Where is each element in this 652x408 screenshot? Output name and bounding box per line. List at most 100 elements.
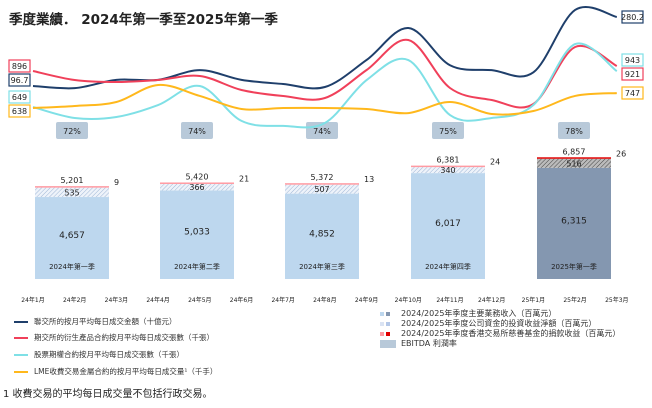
x-tick-label: 24年10月 <box>395 296 422 304</box>
x-tick-label: 24年3月 <box>105 296 128 304</box>
legend-item-hkex-turnover: 聯交所的按月平均每日成交金額（十億元） <box>14 316 177 327</box>
bar-value-label: 4,852 <box>309 229 335 239</box>
series-start-label: 638 <box>12 107 27 116</box>
bar-value-label: 6,017 <box>435 219 461 229</box>
series-start-label-box <box>8 90 31 104</box>
bar-investment-income <box>537 158 611 168</box>
donation-value-label: 9 <box>114 178 119 187</box>
legend-item-revenue: 2024/2025年季度主要業務收入（百萬元） <box>380 308 556 319</box>
series-start-label-box <box>8 59 31 73</box>
series-end-label: 921 <box>625 70 640 79</box>
ebitda-swatch-icon <box>380 339 398 348</box>
x-tick-label: 24年7月 <box>271 296 294 304</box>
legend-swatch <box>14 320 28 323</box>
legend-item-stock-options: 股票期權合約按月平均每日成交張數（千張） <box>14 349 184 360</box>
x-tick-label: 24年9月 <box>355 296 378 304</box>
series-start-label: 896 <box>12 62 27 71</box>
x-tick-label: 24年8月 <box>313 296 336 304</box>
ebitda-margin-box <box>558 122 590 139</box>
investment-value-label: 507 <box>314 185 329 194</box>
x-tick-label: 24年11月 <box>436 296 463 304</box>
bar-investment-income <box>285 184 359 194</box>
quarter-label: 2024年第一季 <box>49 262 95 271</box>
ebitda-margin-label: 75% <box>439 127 457 136</box>
legend-swatch <box>14 336 28 339</box>
line-series-2 <box>32 42 618 129</box>
line-series-0 <box>32 5 618 90</box>
line-series-1 <box>32 38 618 109</box>
donation-value-label: 21 <box>239 174 249 183</box>
legend-item-hkfe-contracts: 期交所的衍生產品合約按月平均每日成交張數（千張） <box>14 332 214 343</box>
quarter-label: 2024年第三季 <box>299 262 345 271</box>
bar-donation-income <box>35 186 109 188</box>
ebitda-margin-label: 72% <box>63 127 81 136</box>
series-end-label-box <box>621 86 644 100</box>
quarter-label: 2024年第四季 <box>425 262 471 271</box>
series-end-label-box <box>621 67 644 81</box>
legend-label: 聯交所的按月平均每日成交金額（十億元） <box>34 317 177 326</box>
donation-value-label: 26 <box>616 149 626 158</box>
ebitda-margin-label: 74% <box>188 127 206 136</box>
ebitda-margin-label: 78% <box>565 127 583 136</box>
bar-main-revenue <box>160 190 234 279</box>
x-tick-label: 25年3月 <box>605 296 628 304</box>
investment-swatch-icon <box>380 321 398 326</box>
series-start-label: 649 <box>12 93 27 102</box>
bar-main-revenue <box>285 193 359 279</box>
series-end-label-box <box>621 53 644 67</box>
chart-title: 季度業績． 2024年第一季至2025年第一季 <box>9 12 278 28</box>
investment-value-label: 516 <box>566 159 581 168</box>
x-tick-label: 24年6月 <box>230 296 253 304</box>
legend-swatch <box>14 353 28 356</box>
bar-total-label: 6,381 <box>437 156 460 165</box>
donation-value-label: 13 <box>364 175 374 184</box>
bar-main-revenue <box>35 197 109 279</box>
bar-total-label: 5,201 <box>61 176 84 185</box>
ebitda-margin-box <box>181 122 213 139</box>
legend-label: 期交所的衍生產品合約按月平均每日成交張數（千張） <box>34 333 214 342</box>
legend-label: 2024/2025年季度主要業務收入（百萬元） <box>401 309 557 318</box>
x-tick-label: 24年2月 <box>63 296 86 304</box>
quarter-label: 2024年第二季 <box>174 262 220 271</box>
ebitda-margin-label: 74% <box>313 127 331 136</box>
footnote: 1 收費交易的平均每日成交量不包括行政交易。 <box>3 389 213 400</box>
legend-label: LME收費交易金屬合約的按月平均每日成交量¹（千手） <box>34 367 218 376</box>
legend-item-lme-volume: LME收費交易金屬合約的按月平均每日成交量¹（千手） <box>14 366 217 377</box>
x-tick-label: 24年12月 <box>478 296 505 304</box>
x-tick-label: 24年1月 <box>21 296 44 304</box>
series-end-label-box <box>621 10 644 24</box>
legend-label: EBITDA 利潤率 <box>401 339 457 348</box>
donation-value-label: 24 <box>490 158 500 167</box>
chart-area: 4,657 535 9 5,201 2024年第一季 72% 5,033 366 21 5,420… <box>8 5 644 304</box>
quarter-label: 2025年第一季 <box>551 262 597 271</box>
bar-donation-income <box>285 183 359 185</box>
x-tick-label: 24年4月 <box>146 296 169 304</box>
bar-investment-income <box>160 183 234 191</box>
series-start-label-box <box>8 104 31 118</box>
x-tick-label: 25年2月 <box>563 296 586 304</box>
bar-value-label: 6,315 <box>561 216 587 226</box>
bar-donation-income <box>411 165 485 168</box>
investment-value-label: 366 <box>189 183 204 192</box>
x-tick-label: 25年1月 <box>522 296 545 304</box>
line-series-3 <box>32 83 617 116</box>
x-tick-label: 24年5月 <box>188 296 211 304</box>
bar-value-label: 4,657 <box>59 231 85 241</box>
legend-label: 2024/2025年季度公司資金的投資收益淨額（百萬元） <box>401 319 597 328</box>
series-start-label-box <box>8 73 31 87</box>
series-end-label: 280.2 <box>621 13 644 22</box>
series-end-label: 943 <box>625 56 640 65</box>
ebitda-margin-box <box>56 122 88 139</box>
bar-donation-income <box>537 157 611 159</box>
series-start-label: 96.7 <box>11 76 29 85</box>
legend-item-donation: 2024/2025年季度香港交易所慈善基金的捐款收益（百萬元） <box>380 328 620 339</box>
bar-main-revenue <box>537 167 611 279</box>
bar-total-label: 5,420 <box>186 172 209 181</box>
legend-item-investment: 2024/2025年季度公司資金的投資收益淨額（百萬元） <box>380 318 596 329</box>
investment-value-label: 340 <box>440 166 455 175</box>
investment-value-label: 535 <box>64 188 79 197</box>
bar-investment-income <box>35 187 109 198</box>
bar-main-revenue <box>411 173 485 279</box>
bar-value-label: 5,033 <box>184 228 210 238</box>
revenue-swatch-icon <box>380 311 398 316</box>
